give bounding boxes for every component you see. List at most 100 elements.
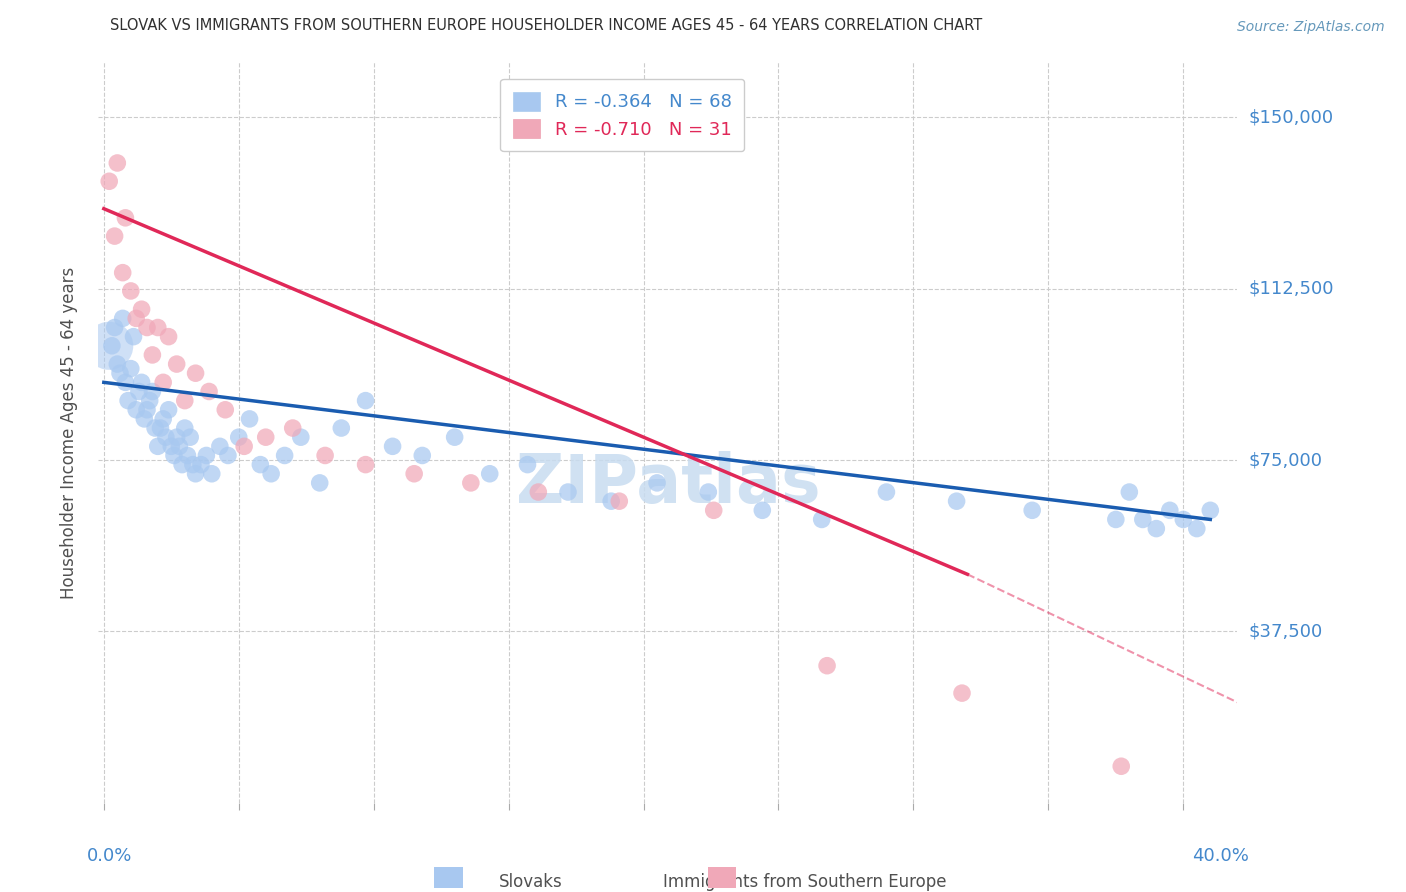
Point [143, 421, 166, 435]
Point [190, 458, 212, 472]
Point [141, 384, 163, 399]
Point [1118, 485, 1140, 500]
Point [152, 412, 174, 426]
Point [114, 211, 136, 225]
Point [122, 329, 145, 343]
Point [1105, 512, 1128, 526]
Point [105, 357, 128, 371]
Point [146, 320, 169, 334]
FancyBboxPatch shape [707, 867, 737, 888]
Text: 0.0%: 0.0% [87, 847, 132, 865]
Point [1173, 512, 1195, 526]
Point [136, 402, 159, 417]
Point [516, 458, 538, 472]
Point [104, 229, 127, 244]
Point [131, 302, 153, 317]
Point [163, 449, 186, 463]
Legend: R = -0.364   N = 68, R = -0.710   N = 31: R = -0.364 N = 68, R = -0.710 N = 31 [501, 78, 744, 151]
Point [179, 430, 201, 444]
Point [751, 503, 773, 517]
Point [411, 449, 433, 463]
Point [176, 449, 198, 463]
Point [354, 393, 377, 408]
Point [249, 458, 271, 472]
Point [141, 348, 163, 362]
Y-axis label: Householder Income Ages 45 - 64 years: Householder Income Ages 45 - 64 years [59, 267, 77, 599]
Point [125, 402, 148, 417]
Point [945, 494, 967, 508]
Point [181, 458, 204, 472]
Point [120, 361, 142, 376]
Point [228, 430, 250, 444]
Point [217, 449, 239, 463]
Point [1021, 503, 1043, 517]
Point [281, 421, 304, 435]
Point [645, 475, 668, 490]
Point [527, 485, 550, 500]
Point [273, 449, 295, 463]
Point [117, 393, 139, 408]
Point [101, 339, 124, 353]
Point [233, 439, 256, 453]
Point [201, 467, 224, 481]
Point [138, 393, 160, 408]
Text: $112,500: $112,500 [1249, 280, 1334, 298]
Point [198, 384, 221, 399]
Point [1144, 522, 1167, 536]
Point [136, 320, 159, 334]
Text: Immigrants from Southern Europe: Immigrants from Southern Europe [662, 873, 946, 891]
Point [1109, 759, 1132, 773]
Text: $37,500: $37,500 [1249, 623, 1323, 640]
Point [950, 686, 973, 700]
Point [260, 467, 283, 481]
Text: $75,000: $75,000 [1249, 451, 1323, 469]
Point [290, 430, 312, 444]
Point [152, 376, 174, 390]
Point [557, 485, 579, 500]
Point [478, 467, 501, 481]
Point [125, 311, 148, 326]
Point [1199, 503, 1222, 517]
Point [810, 512, 832, 526]
Text: SLOVAK VS IMMIGRANTS FROM SOUTHERN EUROPE HOUSEHOLDER INCOME AGES 45 - 64 YEARS : SLOVAK VS IMMIGRANTS FROM SOUTHERN EUROP… [110, 18, 981, 33]
Point [111, 311, 134, 326]
Point [172, 458, 194, 472]
Point [600, 494, 623, 508]
Point [166, 357, 188, 371]
Point [697, 485, 720, 500]
Point [166, 430, 188, 444]
Point [128, 384, 150, 399]
Text: ZIPatlas: ZIPatlas [516, 451, 820, 517]
Point [195, 449, 218, 463]
Point [157, 329, 180, 343]
Point [111, 266, 134, 280]
Point [104, 320, 127, 334]
Point [238, 412, 260, 426]
FancyBboxPatch shape [434, 867, 463, 888]
Point [98, 174, 121, 188]
Point [184, 366, 207, 380]
Point [98, 339, 121, 353]
Point [381, 439, 404, 453]
Point [108, 366, 131, 380]
Point [105, 156, 128, 170]
Text: 40.0%: 40.0% [1192, 847, 1249, 865]
Point [146, 439, 169, 453]
Point [254, 430, 277, 444]
Point [354, 458, 377, 472]
Point [875, 485, 897, 500]
Point [1132, 512, 1154, 526]
Point [208, 439, 231, 453]
Point [131, 376, 153, 390]
Point [173, 421, 195, 435]
Point [443, 430, 465, 444]
Point [330, 421, 353, 435]
Point [1185, 522, 1208, 536]
Point [314, 449, 336, 463]
Point [160, 439, 183, 453]
Point [607, 494, 630, 508]
Point [155, 430, 177, 444]
Point [815, 658, 838, 673]
Point [120, 284, 142, 298]
Point [214, 402, 236, 417]
